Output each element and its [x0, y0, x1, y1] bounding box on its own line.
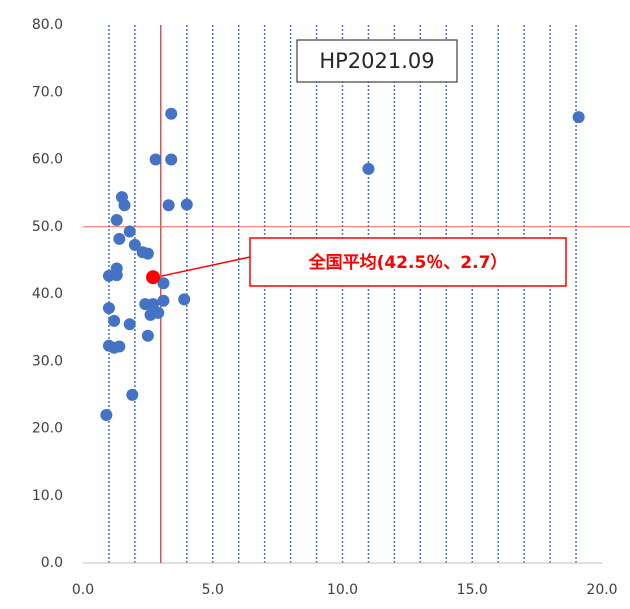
point — [157, 277, 170, 290]
point — [128, 238, 141, 251]
point — [147, 298, 160, 311]
annotation-box — [249, 237, 567, 287]
x-tick-label: 5.0 — [202, 582, 224, 598]
y-tick-label: 60.0 — [32, 152, 63, 168]
point — [113, 232, 126, 245]
point — [152, 306, 165, 319]
point — [362, 162, 375, 175]
annotation-line — [160, 256, 251, 277]
chart-title: HP2021.09 — [319, 49, 434, 73]
point — [165, 107, 178, 120]
point — [110, 269, 123, 282]
point — [141, 247, 154, 260]
y-tick-label: 50.0 — [32, 219, 63, 235]
point — [110, 214, 123, 227]
y-tick-label: 0.0 — [41, 555, 63, 571]
y-tick-label: 80.0 — [32, 17, 63, 33]
x-tick-label: 0.0 — [72, 582, 94, 598]
point — [123, 318, 136, 331]
title-box — [296, 39, 458, 83]
point — [102, 302, 115, 315]
point — [123, 225, 136, 238]
x-tick-label: 15.0 — [457, 582, 488, 598]
y-tick-label: 40.0 — [32, 286, 63, 302]
x-tick-label: 20.0 — [586, 582, 617, 598]
y-tick-label: 20.0 — [32, 421, 63, 437]
highlight-point — [146, 270, 161, 285]
point — [180, 198, 193, 211]
point — [141, 329, 154, 342]
point — [113, 340, 126, 353]
point — [165, 153, 178, 166]
point — [178, 293, 191, 306]
point — [572, 111, 585, 124]
point — [100, 409, 113, 422]
point — [126, 388, 139, 401]
point — [157, 294, 170, 307]
y-tick-label: 30.0 — [32, 353, 63, 369]
point — [149, 153, 162, 166]
y-tick-label: 70.0 — [32, 84, 63, 100]
x-tick-label: 10.0 — [327, 582, 358, 598]
y-tick-label: 10.0 — [32, 488, 63, 504]
point — [118, 199, 131, 212]
point — [108, 314, 121, 327]
annotation-text: 全国平均(42.5％、2.7） — [308, 252, 508, 273]
point — [162, 199, 175, 212]
